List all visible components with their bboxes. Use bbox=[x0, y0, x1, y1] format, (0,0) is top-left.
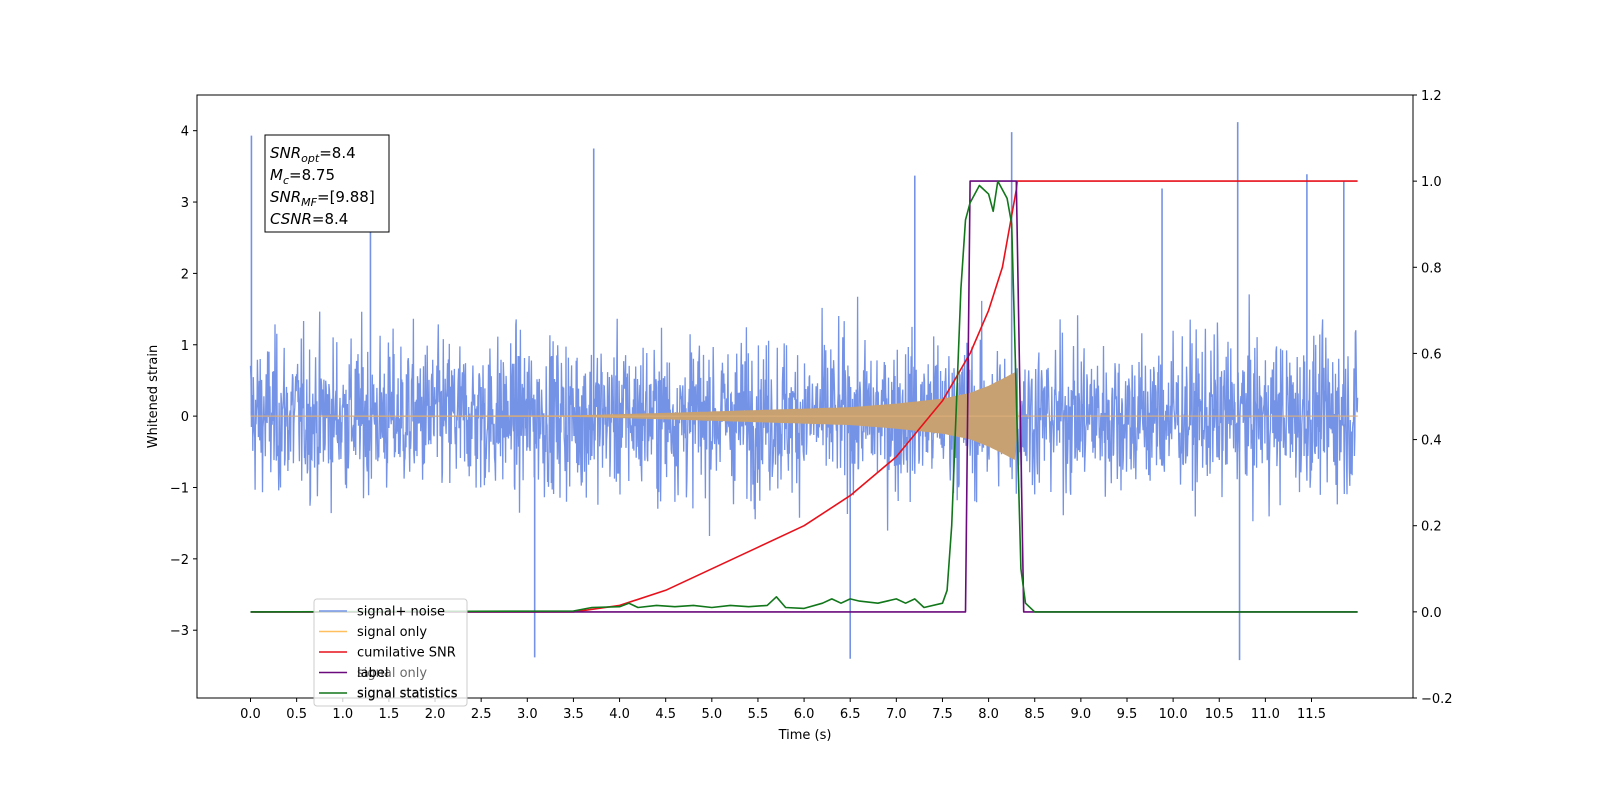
annotation-line: SNRMF=[9.88] bbox=[270, 188, 375, 209]
y-left-tick-label: 3 bbox=[181, 196, 189, 211]
cumilative-snr-line bbox=[250, 180, 1358, 613]
signal-statistics-line bbox=[250, 180, 1358, 613]
legend-label: signal only bbox=[357, 625, 427, 640]
x-axis-label: Time (s) bbox=[778, 728, 832, 743]
x-tick-label: 11.5 bbox=[1297, 707, 1326, 722]
x-tick-label: 6.0 bbox=[794, 707, 815, 722]
x-tick-label: 9.0 bbox=[1071, 707, 1092, 722]
y-left-tick-label: 4 bbox=[181, 125, 189, 140]
legend-ghost-text: signal only bbox=[357, 666, 427, 681]
x-tick-label: 11.0 bbox=[1251, 707, 1280, 722]
signal-only-series-layer bbox=[250, 372, 1358, 461]
y-left-tick-label: −3 bbox=[170, 624, 189, 639]
x-tick-label: 2.0 bbox=[425, 707, 446, 722]
x-tick-label: 3.0 bbox=[517, 707, 538, 722]
y-right-tick-label: 0.8 bbox=[1421, 261, 1442, 276]
x-tick-label: 4.0 bbox=[609, 707, 630, 722]
y-right-tick-label: 1.2 bbox=[1421, 89, 1442, 104]
annotation-line: CSNR=8.4 bbox=[270, 210, 348, 228]
x-axis-ticks: 0.0 0.5 1.0 1.5 2.0 2.5 3.0 3.5 4.0 4.5 5.0 5.5 6.0 6… bbox=[240, 698, 1326, 722]
legend-label: signal statistics bbox=[357, 687, 458, 702]
annotation-box-frame bbox=[264, 134, 390, 233]
legend-label: signal+ noise bbox=[357, 605, 445, 620]
legend-ghost-text: signal statistics bbox=[357, 686, 458, 701]
y-axis-left-label: Whitened strain bbox=[146, 345, 161, 448]
y-left-tick-label: 0 bbox=[181, 410, 189, 425]
x-tick-label: 8.5 bbox=[1024, 707, 1045, 722]
x-tick-label: 8.0 bbox=[978, 707, 999, 722]
x-tick-label: 10.0 bbox=[1159, 707, 1188, 722]
x-tick-label: 7.0 bbox=[886, 707, 907, 722]
x-tick-label: 1.5 bbox=[379, 707, 400, 722]
y-left-tick-label: −1 bbox=[170, 481, 189, 496]
signal-noise-line bbox=[249, 294, 1359, 537]
y-right-tick-label: 0.0 bbox=[1421, 606, 1442, 621]
x-tick-label: 7.5 bbox=[932, 707, 953, 722]
x-tick-label: 2.5 bbox=[471, 707, 492, 722]
y-right-tick-label: −0.2 bbox=[1421, 692, 1453, 707]
y-right-tick-label: 1.0 bbox=[1421, 175, 1442, 190]
annotation-line: SNRopt=8.4 bbox=[270, 144, 356, 165]
legend-label: cumilative SNR bbox=[357, 646, 456, 661]
x-tick-label: 4.5 bbox=[655, 707, 676, 722]
x-tick-label: 5.0 bbox=[701, 707, 722, 722]
y-axis-right-ticks: 1.2 1.0 0.8 0.6 0.4 0.2 0.0 −0.2 bbox=[1413, 89, 1453, 707]
x-tick-label: 9.5 bbox=[1117, 707, 1138, 722]
y-left-tick-label: 2 bbox=[181, 267, 189, 282]
y-left-tick-label: 1 bbox=[181, 339, 189, 354]
x-tick-label: 0.5 bbox=[286, 707, 307, 722]
x-tick-label: 5.5 bbox=[748, 707, 769, 722]
legend-frame bbox=[313, 598, 468, 707]
legend-label: label bbox=[357, 666, 388, 681]
plot-frame bbox=[196, 94, 1414, 699]
legend: signal only signal statistics signal+ nois… bbox=[313, 598, 468, 707]
y-right-tick-label: 0.6 bbox=[1421, 347, 1442, 362]
annotation-line: Mc=8.75 bbox=[270, 166, 335, 187]
x-tick-label: 6.5 bbox=[840, 707, 861, 722]
x-tick-label: 0.0 bbox=[240, 707, 261, 722]
y-right-tick-label: 0.4 bbox=[1421, 434, 1442, 449]
y-axis-left-ticks: 4 3 2 1 0 −1 −2 −3 bbox=[170, 125, 197, 639]
overlay-series-layer bbox=[250, 180, 1358, 613]
x-tick-label: 3.5 bbox=[563, 707, 584, 722]
noise-series-layer bbox=[249, 122, 1359, 661]
x-tick-label: 10.5 bbox=[1205, 707, 1234, 722]
y-right-tick-label: 0.2 bbox=[1421, 520, 1442, 535]
y-left-tick-label: −2 bbox=[170, 553, 189, 568]
x-tick-label: 1.0 bbox=[332, 707, 353, 722]
